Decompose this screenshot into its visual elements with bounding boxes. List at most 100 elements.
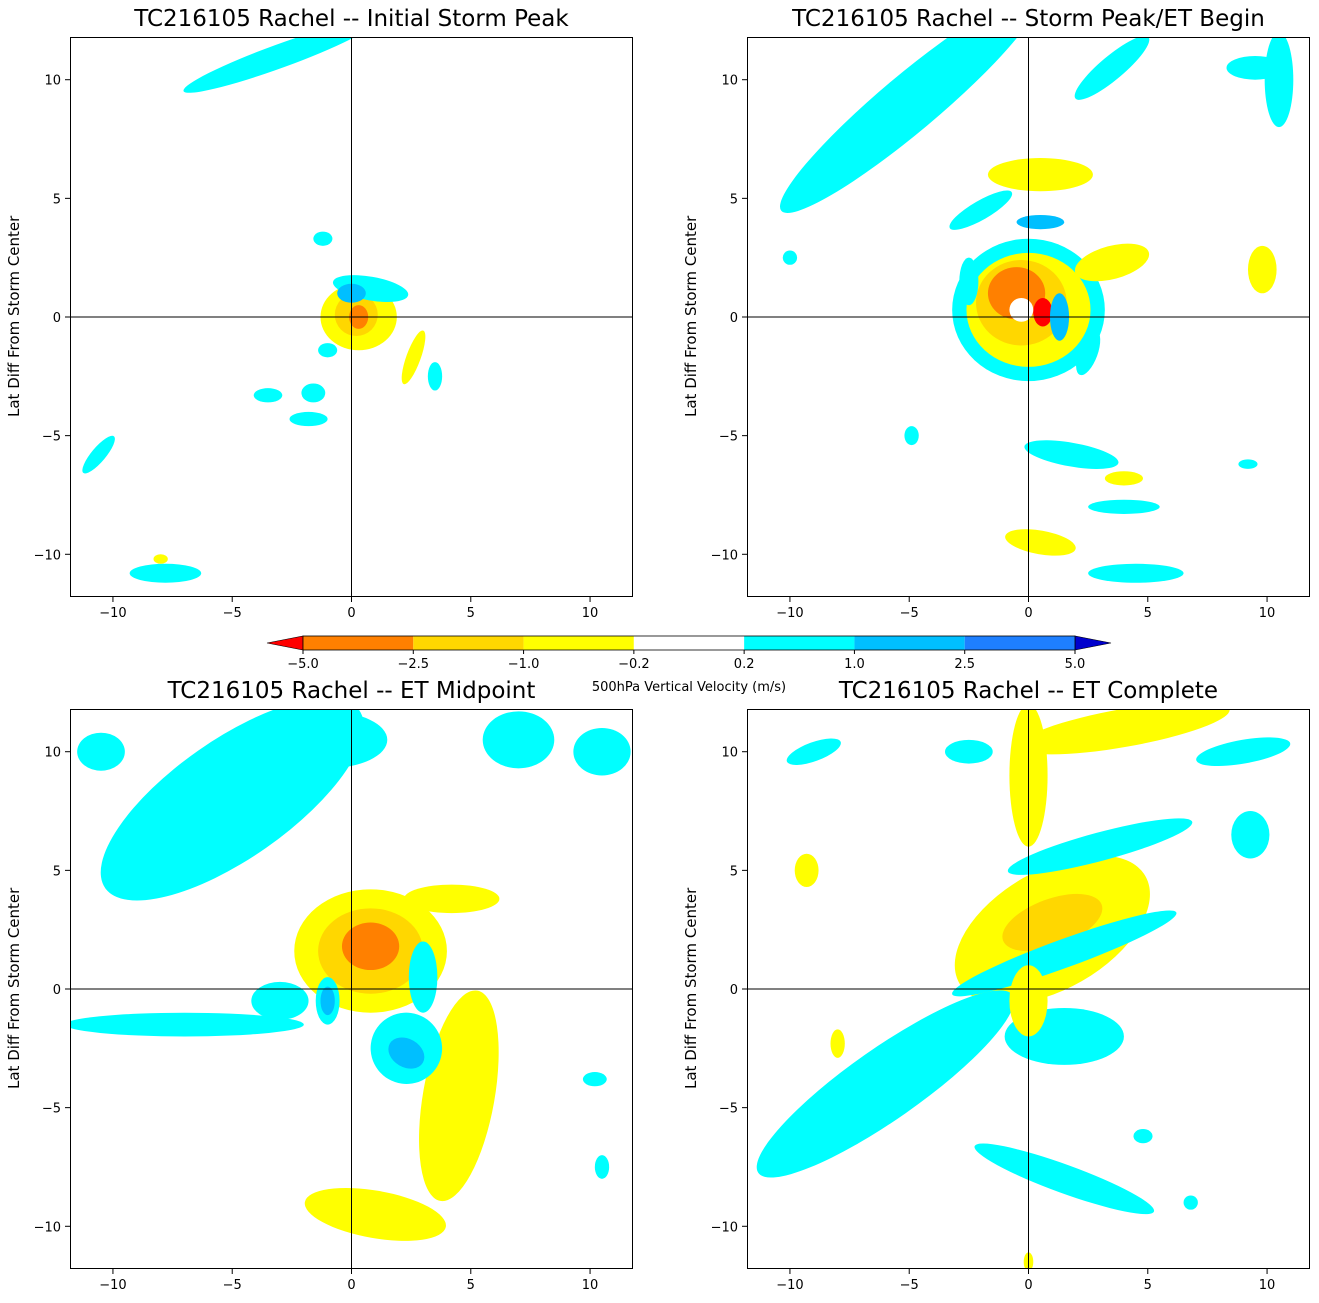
y-tick-label: −10 xyxy=(34,548,61,563)
contour-region xyxy=(100,709,364,901)
x-tick-label: 10 xyxy=(582,1278,599,1293)
contour-region xyxy=(976,260,1067,346)
x-tick-label: 0 xyxy=(347,1278,355,1293)
contour-region xyxy=(987,158,1093,192)
y-tick-label: 0 xyxy=(730,983,738,998)
contour-region xyxy=(419,990,499,1202)
x-tick-label: 10 xyxy=(1259,606,1276,621)
colorbar-segment xyxy=(854,636,965,650)
contour-region xyxy=(1074,243,1150,282)
x-tick-label: 5 xyxy=(467,606,475,621)
contour-region xyxy=(782,250,798,265)
y-tick-label: 10 xyxy=(721,74,738,89)
colorbar-segment xyxy=(303,636,414,650)
contour-region xyxy=(482,711,555,769)
x-tick-label: 0 xyxy=(1024,606,1032,621)
y-axis-label: Lat Diff From Storm Center xyxy=(5,215,23,417)
contour-region xyxy=(1007,818,1193,875)
contour-region xyxy=(1074,37,1150,100)
contour-region xyxy=(952,238,1105,382)
contour-region xyxy=(949,190,1013,230)
x-tick-label: 0 xyxy=(1024,1278,1032,1293)
y-tick-label: 0 xyxy=(53,311,61,326)
colorbar-tick-label: −2.5 xyxy=(397,657,429,672)
y-tick-label: −5 xyxy=(42,1102,61,1117)
colorbar-tick-label: −0.2 xyxy=(618,657,650,672)
colorbar-tick-label: 0.2 xyxy=(734,657,755,672)
contour-region xyxy=(1088,563,1184,583)
contour-region xyxy=(1009,298,1034,322)
contour-region xyxy=(82,435,115,474)
contour-region xyxy=(794,853,819,887)
x-tick-label: −10 xyxy=(776,606,803,621)
contour-region xyxy=(1133,1129,1153,1144)
contour-region xyxy=(756,990,1015,1178)
contour-region xyxy=(1076,330,1101,376)
x-tick-label: −5 xyxy=(900,1278,919,1293)
y-axis-label: Lat Diff From Storm Center xyxy=(5,887,23,1089)
x-tick-label: −5 xyxy=(223,1278,242,1293)
contour-region xyxy=(786,738,841,765)
panel-initial-storm-peak: TC216105 Rachel -- Initial Storm Peak La… xyxy=(0,0,660,630)
colorbar-segment xyxy=(744,636,855,650)
contour-region xyxy=(320,986,335,1016)
contour-region xyxy=(70,1012,304,1037)
contour-region xyxy=(289,411,328,427)
plot-frame xyxy=(70,37,633,597)
y-tick-label: −5 xyxy=(42,430,61,445)
contour-region xyxy=(313,231,333,246)
contour-region xyxy=(315,977,340,1025)
contour-region xyxy=(1009,965,1048,1037)
colorbar-tick-label: 2.5 xyxy=(954,657,975,672)
x-tick-label: 5 xyxy=(1144,1278,1152,1293)
colorbar-extend-high xyxy=(1074,635,1112,651)
heatmap-plot: −10 −5 0 5 10 −10 −5 0 5 10 xyxy=(34,37,633,621)
colorbar-extend-low xyxy=(266,635,304,651)
x-tick-label: 5 xyxy=(1144,606,1152,621)
heatmap-plot: −10 −5 0 5 10 −10 −5 0 5 10 xyxy=(711,709,1310,1293)
contour-region xyxy=(301,383,326,403)
plot-frame xyxy=(747,709,1310,1269)
colorbar-segment xyxy=(633,636,745,650)
contour-region xyxy=(582,1072,607,1087)
colorbar-segment xyxy=(523,636,634,650)
contour-region xyxy=(1226,55,1284,80)
plot-frame xyxy=(70,709,633,1269)
contour-region xyxy=(974,1143,1155,1215)
y-tick-label: 0 xyxy=(730,311,738,326)
colorbar-tick-label: −1.0 xyxy=(508,657,540,672)
x-tick-label: 10 xyxy=(1259,1278,1276,1293)
y-tick-label: 10 xyxy=(44,74,61,89)
contour-region xyxy=(1009,709,1048,847)
x-tick-label: 10 xyxy=(582,606,599,621)
panel-title: TC216105 Rachel -- Storm Peak/ET Begin xyxy=(792,6,1265,32)
y-tick-label: 5 xyxy=(53,864,61,879)
contour-region xyxy=(403,884,500,914)
heatmap-plot: −10 −5 0 5 10 −10 −5 0 5 10 xyxy=(34,709,633,1293)
y-tick-label: −10 xyxy=(34,1220,61,1235)
colorbar-tick-label: 1.0 xyxy=(844,657,865,672)
colorbar-tick-label: 5.0 xyxy=(1065,657,1086,672)
x-tick-label: −5 xyxy=(223,606,242,621)
contour-region xyxy=(1104,471,1144,486)
contour-region xyxy=(1002,893,1103,952)
contour-region xyxy=(1231,811,1270,859)
contour-region xyxy=(594,1155,610,1179)
x-tick-label: 5 xyxy=(467,1278,475,1293)
contour-region xyxy=(830,1029,845,1058)
contour-region xyxy=(427,362,443,391)
contour-region xyxy=(1183,1195,1198,1210)
contour-region xyxy=(1247,245,1277,294)
contour-region xyxy=(1088,499,1160,514)
contour-region xyxy=(1238,459,1258,469)
contour-region xyxy=(318,908,424,994)
contour-region xyxy=(1023,1252,1034,1269)
contour-region xyxy=(294,889,447,1013)
colorbar-frame xyxy=(302,635,1076,651)
y-tick-label: −5 xyxy=(719,430,738,445)
contour-region xyxy=(388,1037,425,1069)
x-tick-label: 0 xyxy=(347,606,355,621)
colorbar: −5.0 −2.5 −1.0 −0.2 0.2 1.0 2.5 5.0 500hPa Verti… xyxy=(266,635,1112,694)
heatmap-plot: −10 −5 0 5 10 −10 −5 0 5 10 xyxy=(711,37,1310,621)
colorbar-segment xyxy=(413,636,524,650)
